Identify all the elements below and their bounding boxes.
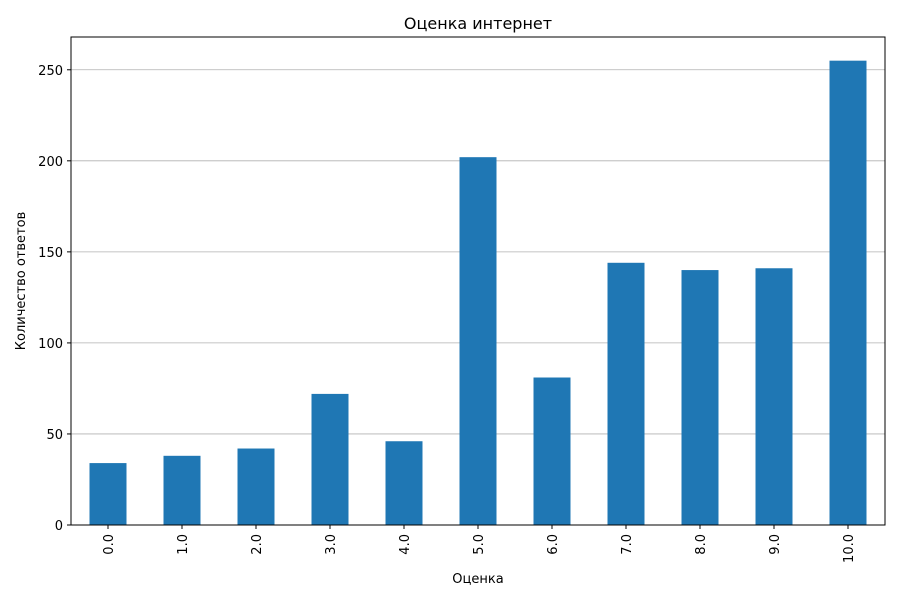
bar-8.0 (681, 270, 719, 525)
x-axis-label: Оценка (452, 572, 503, 587)
x-tick-label: 4.0 (398, 534, 413, 555)
x-tick-label: 0.0 (102, 534, 117, 555)
bar-10.0 (829, 60, 867, 526)
x-tick-label: 6.0 (546, 534, 561, 555)
y-tick-label: 200 (38, 155, 63, 170)
y-tick-label: 150 (38, 246, 63, 261)
x-axis-ticks: 0.0 1.0 2.0 3.0 4.0 5.0 6.0 7.0 8.0 9.0 10.0 (102, 525, 857, 563)
x-tick-label: 7.0 (620, 534, 635, 555)
bar-4.0 (385, 441, 423, 525)
bar-7.0 (607, 262, 645, 525)
x-tick-label: 8.0 (694, 534, 709, 555)
y-axis-ticks: 0 50 100 150 200 250 (38, 64, 71, 534)
y-tick-label: 250 (38, 64, 63, 79)
x-tick-label: 9.0 (768, 534, 783, 555)
bar-2.0 (237, 448, 275, 525)
x-tick-label: 3.0 (324, 534, 339, 555)
chart-title: Оценка интернет (404, 14, 552, 33)
x-tick-label: 5.0 (472, 534, 487, 555)
bar-1.0 (163, 455, 201, 525)
bars (89, 60, 867, 526)
bar-0.0 (89, 463, 127, 525)
y-tick-label: 100 (38, 337, 63, 352)
bar-5.0 (459, 157, 497, 525)
x-tick-label: 2.0 (250, 534, 265, 555)
bar-9.0 (755, 268, 793, 525)
x-tick-label: 10.0 (842, 534, 857, 563)
y-tick-label: 0 (55, 519, 63, 534)
bar-6.0 (533, 377, 571, 525)
y-tick-label: 50 (46, 428, 63, 443)
x-tick-label: 1.0 (176, 534, 191, 555)
bar-3.0 (311, 393, 349, 525)
y-axis-label: Количество ответов (14, 212, 29, 350)
